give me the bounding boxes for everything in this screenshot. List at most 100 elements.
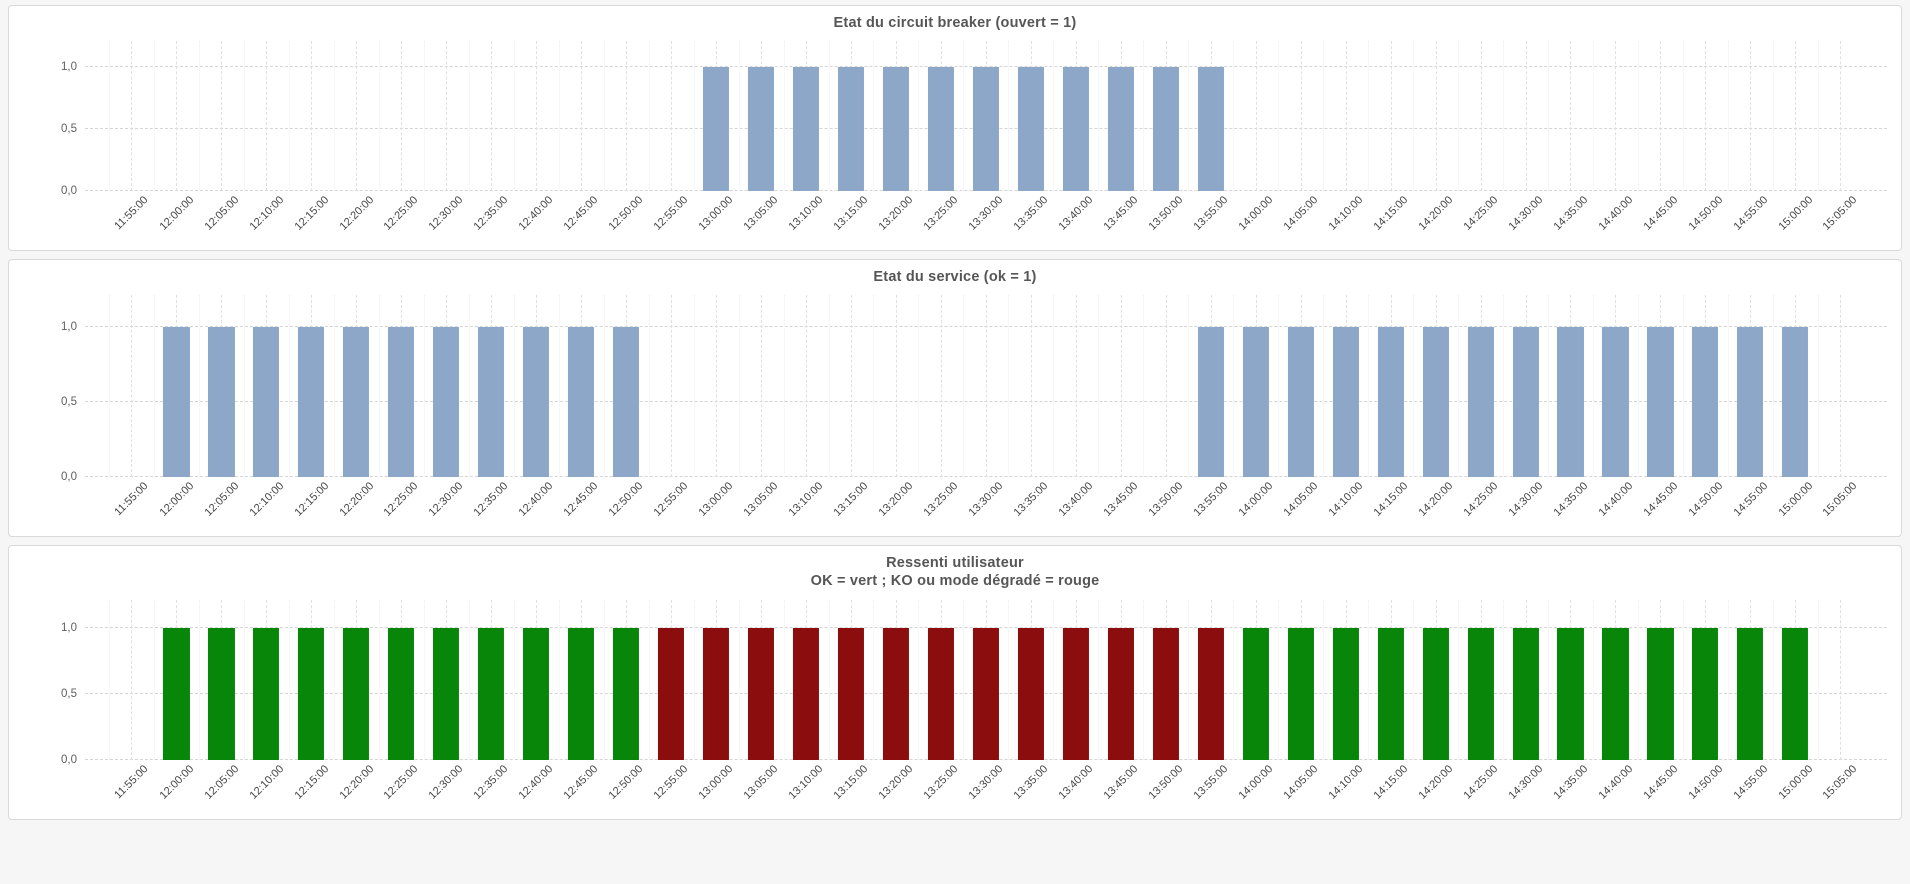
- grid-slot: [1682, 599, 1728, 760]
- x-tick-label: 14:05:00: [1281, 762, 1321, 802]
- grid-slot: [1458, 41, 1503, 192]
- bar: [1107, 627, 1134, 760]
- x-tick-label: 14:20:00: [1416, 480, 1456, 520]
- x-tick-label: 13:35:00: [1011, 194, 1051, 233]
- grid-slot: [1817, 41, 1863, 192]
- grid-slot: [243, 41, 289, 192]
- grid-slot: [378, 295, 424, 478]
- bar: [613, 627, 640, 760]
- bar: [163, 327, 190, 478]
- x-tick-label: 14:30:00: [1506, 762, 1546, 802]
- bar: [1602, 627, 1629, 760]
- grid-slot: [1188, 295, 1233, 478]
- x-tick-label: 12:10:00: [247, 480, 286, 520]
- x-tick-label: 14:35:00: [1551, 194, 1590, 233]
- grid-slot: [1233, 295, 1278, 478]
- grid-slot: [1278, 599, 1323, 760]
- grid-slot: [378, 41, 424, 192]
- grid-slot: [1278, 295, 1323, 478]
- grid-slot: [243, 599, 289, 760]
- x-tick-label: 13:10:00: [786, 194, 826, 233]
- grid-slot: [288, 295, 334, 478]
- x-tick-label: 12:00:00: [157, 194, 196, 233]
- grid-slot: [1053, 41, 1098, 192]
- grid-slot: [1592, 599, 1638, 760]
- grid-slot: [1637, 295, 1683, 478]
- y-tick-label: 1,0: [61, 621, 77, 634]
- grid-slot: [1772, 599, 1818, 760]
- x-tick-label: 13:30:00: [966, 762, 1006, 802]
- x-tick-label: 13:35:00: [1011, 762, 1051, 802]
- x-tick-label: 13:10:00: [786, 480, 826, 520]
- bar: [1557, 327, 1584, 478]
- bar: [523, 327, 550, 478]
- bar: [1332, 327, 1359, 478]
- grid-slot: [109, 41, 154, 192]
- service-status-chart-panel: Etat du service (ok = 1) 1,0 0,5 0,0 11:55…: [8, 259, 1902, 538]
- grid-slot: [1368, 41, 1413, 192]
- grid-slot: [1548, 41, 1593, 192]
- x-tick-label: 12:10:00: [247, 194, 286, 233]
- grid-slot: [828, 599, 874, 760]
- y-tick-label: 1,0: [61, 61, 77, 74]
- circuit-breaker-chart-panel: Etat du circuit breaker (ouvert = 1) 1,0…: [8, 5, 1902, 252]
- bar: [433, 627, 460, 760]
- grid-slot: [423, 599, 469, 760]
- x-tick-label: 14:00:00: [1236, 762, 1276, 802]
- grid-slot: [423, 41, 469, 192]
- plot-area: [85, 599, 1887, 760]
- y-tick-label: 1,0: [61, 321, 77, 334]
- y-tick-label: 0,5: [61, 396, 77, 409]
- x-tick-label: 13:00:00: [696, 194, 736, 233]
- x-tick-label: 12:55:00: [651, 762, 691, 802]
- x-tick-label: 14:55:00: [1731, 194, 1770, 233]
- x-tick-label: 14:15:00: [1371, 480, 1411, 520]
- x-tick-label: 13:15:00: [831, 762, 871, 802]
- grid-slot: [603, 295, 649, 478]
- grid-slot: [1548, 599, 1593, 760]
- grid-slot: [648, 295, 694, 478]
- x-tick-label: 13:55:00: [1191, 762, 1231, 802]
- bar: [163, 627, 190, 760]
- grid-slot: [963, 41, 1008, 192]
- grid-slot: [1188, 41, 1233, 192]
- x-tick-label: 11:55:00: [112, 762, 151, 801]
- x-axis-labels: 11:55:00 12:00:00 12:05:00 12:10:00 12:15:00…: [85, 760, 1887, 817]
- bar: [1242, 327, 1269, 478]
- bar: [748, 67, 775, 192]
- grid-slot: [963, 599, 1008, 760]
- grid-slot: [378, 599, 424, 760]
- x-tick-label: 14:05:00: [1281, 480, 1321, 520]
- grid-slot: [963, 295, 1008, 478]
- dashboard: Etat du circuit breaker (ouvert = 1) 1,0…: [8, 5, 1902, 820]
- y-axis: 1,0 0,5 0,0: [23, 295, 85, 483]
- x-tick-label: 13:45:00: [1101, 762, 1141, 802]
- bar: [208, 327, 235, 478]
- x-tick-label: 12:55:00: [651, 480, 691, 520]
- x-tick-label: 13:00:00: [696, 762, 736, 802]
- bar: [613, 327, 640, 478]
- grid-slot: [513, 599, 559, 760]
- bar: [1647, 627, 1674, 760]
- y-tick-label: 0,0: [61, 471, 77, 484]
- grid-slot: [1098, 41, 1143, 192]
- x-tick-label: 14:10:00: [1326, 762, 1366, 802]
- x-tick-label: 12:35:00: [471, 480, 511, 520]
- grid-slot: [1008, 295, 1053, 478]
- bar: [478, 327, 505, 478]
- grid-slot: [783, 599, 829, 760]
- x-tick-label: 14:20:00: [1416, 762, 1456, 802]
- x-tick-label: 13:50:00: [1146, 194, 1186, 233]
- grid-slot: [1098, 295, 1143, 478]
- x-tick-label: 13:15:00: [831, 480, 871, 520]
- bar: [1782, 327, 1809, 478]
- x-tick-label: 15:00:00: [1776, 480, 1815, 520]
- plot-area: [85, 41, 1887, 192]
- grid-slot: [1233, 41, 1278, 192]
- grid-slot: [558, 41, 604, 192]
- bar: [703, 67, 730, 192]
- chart-subtitle: OK = vert ; KO ou mode dégradé = rouge: [810, 573, 1100, 590]
- x-tick-label: 14:40:00: [1596, 194, 1635, 233]
- chart-body: 1,0 0,5 0,0 11:55:00 12:00:00 12:05:00 12:10:…: [23, 599, 1887, 817]
- x-tick-label: 14:25:00: [1461, 194, 1501, 233]
